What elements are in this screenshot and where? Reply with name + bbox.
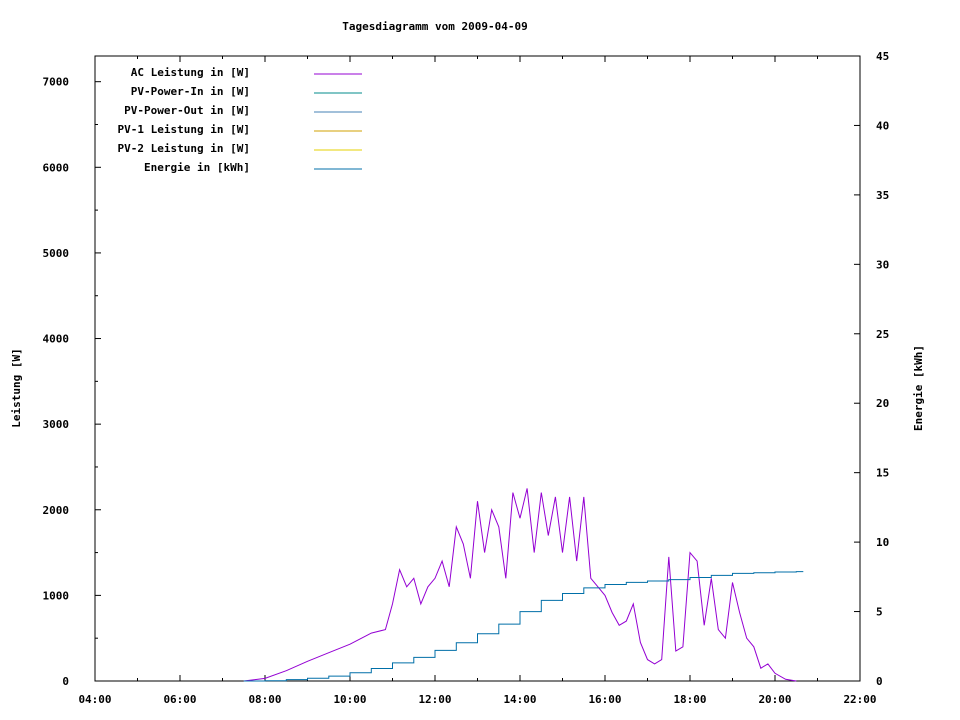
y2-tick-label-2: 10 <box>876 536 889 549</box>
x-tick-label-3: 10:00 <box>333 693 366 706</box>
y2-tick-label-8: 40 <box>876 119 889 132</box>
y-axis-label: Leistung [W] <box>10 348 23 427</box>
y2-tick-label-9: 45 <box>876 50 889 63</box>
x-tick-label-8: 20:00 <box>758 693 791 706</box>
x-tick-label-4: 12:00 <box>418 693 451 706</box>
y2-tick-label-4: 20 <box>876 397 889 410</box>
x-tick-label-5: 14:00 <box>503 693 536 706</box>
legend: AC Leistung in [W] PV-Power-In in [W] PV-P… <box>118 66 362 174</box>
y2-axis-label: Energie [kWh] <box>912 345 925 431</box>
x-tick-label-1: 06:00 <box>163 693 196 706</box>
x-tick-label-9: 22:00 <box>843 693 876 706</box>
y-tick-label-1: 1000 <box>43 589 70 602</box>
chart-title: Tagesdiagramm vom 2009-04-09 <box>342 20 527 33</box>
x-tick-label-6: 16:00 <box>588 693 621 706</box>
y2-tick-label-7: 35 <box>876 189 889 202</box>
legend-label-2: PV-Power-Out in [W] <box>124 104 250 117</box>
legend-label-3: PV-1 Leistung in [W] <box>118 123 250 136</box>
legend-label-5: Energie in [kWh] <box>144 161 250 174</box>
y2-tick-label-5: 25 <box>876 328 889 341</box>
legend-label-0: AC Leistung in [W] <box>131 66 250 79</box>
y-tick-label-7: 7000 <box>43 76 70 89</box>
series-line-5 <box>243 571 804 682</box>
y2-tick-label-1: 5 <box>876 606 883 619</box>
y-tick-label-3: 3000 <box>43 418 70 431</box>
x-tick-label-0: 04:00 <box>78 693 111 706</box>
legend-label-1: PV-Power-In in [W] <box>131 85 250 98</box>
y-tick-label-0: 0 <box>62 675 69 688</box>
y2-tick-label-6: 30 <box>876 258 889 271</box>
y-tick-label-5: 5000 <box>43 247 70 260</box>
legend-label-4: PV-2 Leistung in [W] <box>118 142 250 155</box>
y2-tick-label-3: 15 <box>876 467 889 480</box>
y2-tick-label-0: 0 <box>876 675 883 688</box>
x-tick-label-7: 18:00 <box>673 693 706 706</box>
x-tick-label-2: 08:00 <box>248 693 281 706</box>
y-tick-label-2: 2000 <box>43 504 70 517</box>
y-tick-label-6: 6000 <box>43 161 70 174</box>
axis-ticks: 04:00 06:00 08:00 10:00 12:00 14:00 16:00 18:00… <box>43 50 890 706</box>
series-lines <box>243 488 804 682</box>
y-tick-label-4: 4000 <box>43 333 70 346</box>
series-line-0 <box>243 488 797 682</box>
